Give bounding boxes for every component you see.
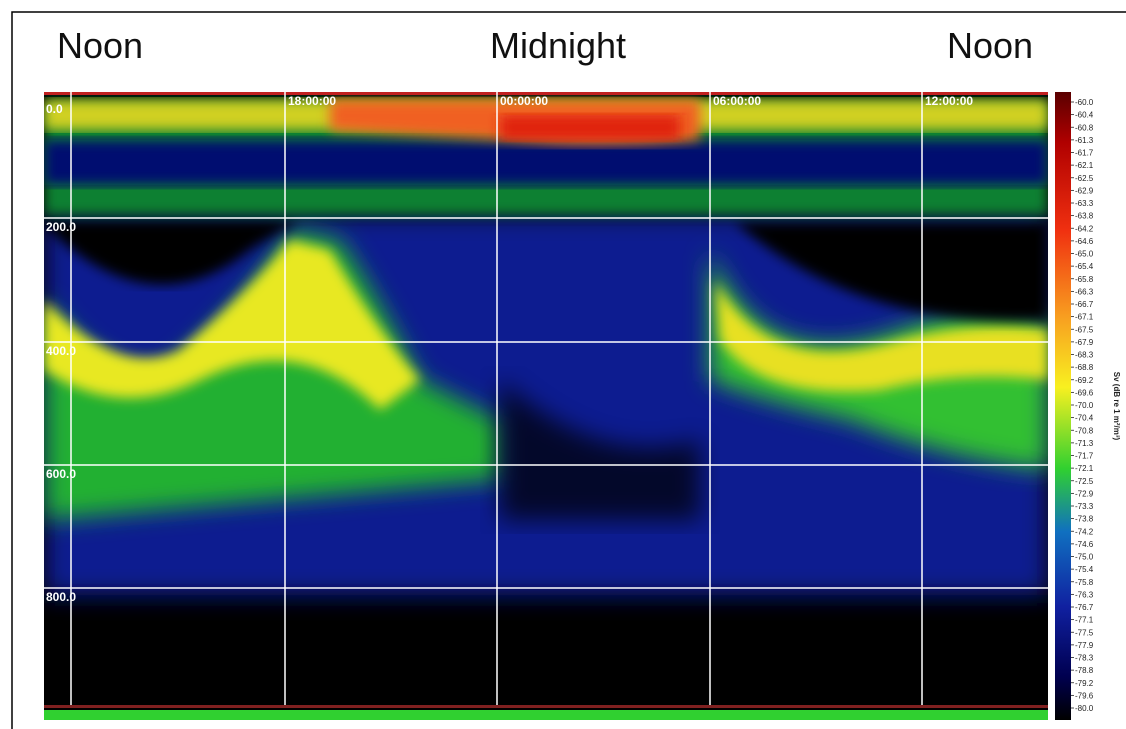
colorbar-label: -61.3 bbox=[1075, 136, 1094, 145]
colorbar-label: -72.5 bbox=[1075, 477, 1094, 486]
colorbar-label: -67.5 bbox=[1075, 325, 1094, 334]
header-label: Midnight bbox=[490, 25, 626, 66]
colorbar-label: -60.8 bbox=[1075, 123, 1094, 132]
colorbar-label: -66.3 bbox=[1075, 287, 1094, 296]
colorbar-label: -73.3 bbox=[1075, 502, 1094, 511]
colorbar-label: -73.8 bbox=[1075, 515, 1094, 524]
depth-label: 0.0 bbox=[46, 102, 63, 116]
colorbar-label: -63.3 bbox=[1075, 199, 1094, 208]
depth-label: 400.0 bbox=[46, 344, 76, 358]
colorbar-label: -78.8 bbox=[1075, 666, 1094, 675]
header-label: Noon bbox=[57, 25, 143, 66]
colorbar-label: -64.2 bbox=[1075, 224, 1094, 233]
colorbar-label: -60.4 bbox=[1075, 111, 1094, 120]
time-label: 06:00:00 bbox=[713, 94, 761, 108]
colorbar-label: -76.7 bbox=[1075, 603, 1094, 612]
colorbar-label: -72.9 bbox=[1075, 489, 1094, 498]
colorbar-label: -60.0 bbox=[1075, 98, 1094, 107]
depth-label: 600.0 bbox=[46, 467, 76, 481]
colorbar-label: -72.1 bbox=[1075, 464, 1094, 473]
colorbar-label: -70.0 bbox=[1075, 401, 1094, 410]
colorbar-label: -62.9 bbox=[1075, 186, 1094, 195]
colorbar-label: -68.8 bbox=[1075, 363, 1094, 372]
colorbar-label: -65.0 bbox=[1075, 250, 1094, 259]
colorbar-label: -78.3 bbox=[1075, 654, 1094, 663]
colorbar-label: -76.3 bbox=[1075, 590, 1094, 599]
colorbar-label: -69.6 bbox=[1075, 388, 1094, 397]
colorbar-label: -70.4 bbox=[1075, 414, 1094, 423]
colorbar-label: -70.8 bbox=[1075, 426, 1094, 435]
colorbar-label: -67.9 bbox=[1075, 338, 1094, 347]
colorbar-label: -80.0 bbox=[1075, 704, 1094, 713]
colorbar-label: -62.5 bbox=[1075, 174, 1094, 183]
colorbar-label: -63.8 bbox=[1075, 212, 1094, 221]
colorbar-label: -69.2 bbox=[1075, 376, 1094, 385]
colorbar-label: -74.6 bbox=[1075, 540, 1094, 549]
echogram bbox=[44, 92, 1048, 720]
colorbar-label: -75.4 bbox=[1075, 565, 1094, 574]
colorbar-label: -65.4 bbox=[1075, 262, 1094, 271]
colorbar-label: -77.5 bbox=[1075, 628, 1094, 637]
time-label: 00:00:00 bbox=[500, 94, 548, 108]
colorbar-label: -77.1 bbox=[1075, 616, 1094, 625]
colorbar-title: Sv (dB re 1 m²/m³) bbox=[1112, 372, 1121, 441]
time-label: 18:00:00 bbox=[288, 94, 336, 108]
colorbar-label: -79.2 bbox=[1075, 679, 1094, 688]
header-label: Noon bbox=[947, 25, 1033, 66]
colorbar-label: -62.1 bbox=[1075, 161, 1094, 170]
time-label: 12:00:00 bbox=[925, 94, 973, 108]
colorbar-label: -75.8 bbox=[1075, 578, 1094, 587]
depth-label: 800.0 bbox=[46, 590, 76, 604]
frame bbox=[11, 11, 1126, 729]
colorbar bbox=[1055, 92, 1071, 720]
colorbar-label: -75.0 bbox=[1075, 553, 1094, 562]
colorbar-label: -74.2 bbox=[1075, 527, 1094, 536]
colorbar-label: -71.7 bbox=[1075, 452, 1094, 461]
colorbar-label: -77.9 bbox=[1075, 641, 1094, 650]
colorbar-label: -79.6 bbox=[1075, 691, 1094, 700]
colorbar-label: -68.3 bbox=[1075, 351, 1094, 360]
colorbar-label: -66.7 bbox=[1075, 300, 1094, 309]
colorbar-label: -65.8 bbox=[1075, 275, 1094, 284]
colorbar-label: -67.1 bbox=[1075, 313, 1094, 322]
colorbar-label: -71.3 bbox=[1075, 439, 1094, 448]
colorbar-label: -64.6 bbox=[1075, 237, 1094, 246]
grid: 0.0 200.0 400.0 600.0 800.0 18:00:00 00:00:00 0… bbox=[44, 92, 1048, 705]
depth-label: 200.0 bbox=[46, 220, 76, 234]
colorbar-label: -61.7 bbox=[1075, 149, 1094, 158]
